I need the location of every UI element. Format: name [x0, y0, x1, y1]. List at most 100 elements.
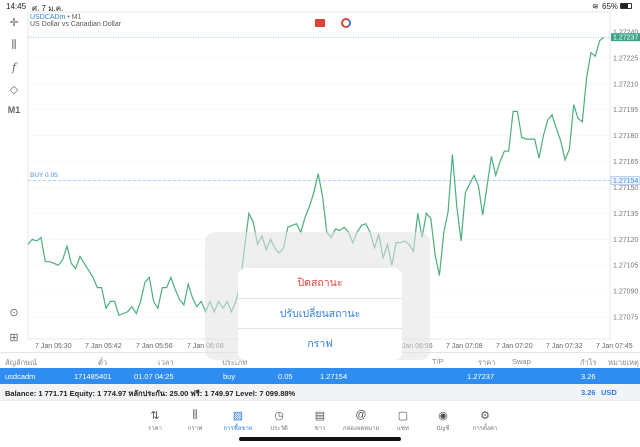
x-tick-label: 7 Jan 07:20	[496, 343, 533, 350]
col-tp: T/P	[432, 357, 444, 366]
order-price-label: 1.27154	[613, 178, 638, 185]
y-tick-label: 1.27195	[613, 107, 638, 114]
modify-position-button[interactable]: ปรับเปลี่ยนสถานะ	[238, 299, 402, 330]
depth-of-market-icon[interactable]	[341, 18, 351, 28]
total-profit: 3.26	[581, 388, 596, 397]
y-tick-label: 1.27210	[613, 81, 638, 88]
symbol: USDCADm	[30, 14, 66, 21]
tab-label: การตั้งค่า	[472, 426, 498, 432]
tab-account[interactable]: ◉ บัญชี	[423, 409, 463, 433]
col-symbol: สัญลักษณ์	[5, 358, 38, 367]
col-profit: กำไร	[580, 358, 597, 367]
balance-summary: Balance: 1 771.71 Equity: 1 774.97 หลักป…	[5, 389, 296, 398]
row-price: 1.27237	[467, 372, 495, 381]
tab-mailbox[interactable]: @ กล่องจดหมาย	[341, 409, 381, 433]
tab-quotes[interactable]: ⇅ ราคา	[135, 409, 175, 433]
y-tick-label: 1.27165	[613, 159, 638, 166]
battery-icon	[620, 3, 632, 9]
symbol-description: US Dollar vs Canadian Dollar	[30, 21, 122, 28]
close-position-button[interactable]: ปิดสถานะ	[238, 268, 402, 299]
status-time: 14:45	[6, 2, 27, 11]
tab-label: กราฟ	[187, 426, 203, 432]
y-tick-label: 1.27120	[613, 237, 638, 244]
balance-bar: Balance: 1 771.71 Equity: 1 774.97 หลักป…	[0, 384, 640, 400]
arrows-icon: ⇅	[150, 410, 160, 422]
bottom-tab-bar: ⇅ ราคา ⫼ กราฟ ▨ การซื้อขาย ◷ ประวัติ ▤ ข่าว @…	[0, 400, 640, 447]
x-tick-label: 7 Jan 07:08	[446, 343, 483, 350]
news-icon: ▤	[314, 410, 326, 422]
tab-news[interactable]: ▤ ข่าว	[300, 409, 340, 433]
current-price-tag	[611, 33, 640, 42]
position-row[interactable]: usdcadm 171485401 01.07 04:25 buy 0.05 1…	[0, 368, 640, 384]
history-icon: ◷	[274, 410, 284, 422]
row-ticket: 171485401	[74, 372, 112, 381]
current-price-label: 1.27237	[613, 35, 638, 42]
col-time: เวลา	[158, 358, 174, 367]
row-volume: 0.05	[278, 372, 293, 381]
indicators-icon[interactable]: f	[11, 61, 17, 74]
position-action-menu: ปิดสถานะ ปรับเปลี่ยนสถานะ กราฟ	[238, 268, 402, 360]
mail-icon: @	[355, 409, 367, 421]
chart-button[interactable]: กราฟ	[307, 338, 333, 351]
tab-label: แชท	[397, 426, 409, 432]
x-tick-label: 7 Jan 07:32	[546, 343, 583, 350]
y-tick-label: 1.27105	[613, 263, 638, 270]
battery-level: 65%	[602, 2, 619, 11]
y-tick-label: 1.27240	[613, 30, 638, 37]
order-price-tag	[610, 176, 640, 185]
row-symbol: usdcadm	[5, 372, 36, 381]
trade-chart-icon: ▨	[232, 410, 244, 422]
col-price: ราคา	[478, 358, 496, 367]
chart-type-icon[interactable]: ⫼	[11, 39, 17, 51]
chat-icon: ▢	[397, 410, 409, 422]
y-tick-label: 1.27150	[613, 185, 638, 192]
row-open-price: 1.27154	[320, 372, 348, 381]
zoom-chart-icon[interactable]: ⊙	[9, 307, 19, 319]
crosshair-icon[interactable]: ✛	[9, 17, 19, 29]
tab-history[interactable]: ◷ ประวัติ	[259, 409, 299, 433]
col-swap: Swap	[512, 357, 531, 366]
row-type: buy	[223, 372, 236, 381]
tab-label: การซื้อขาย	[223, 426, 253, 432]
tab-chart[interactable]: ⫼ กราฟ	[175, 409, 215, 433]
chart-toolbar: ✛ ⫼ f ◇ M1 ⊙ ⊞	[0, 12, 28, 347]
status-bar: 14:45 ศ. 7 ม.ค. ≋ 65%	[0, 0, 640, 13]
buy-order-label: BUY 0.05	[30, 172, 58, 179]
x-tick-label: 7 Jan 05:56	[136, 343, 173, 350]
home-indicator	[239, 437, 401, 441]
tab-chat[interactable]: ▢ แชท	[383, 409, 423, 433]
price-line	[27, 36, 605, 316]
row-time: 01.07 04:25	[134, 372, 174, 381]
tab-label: ราคา	[148, 426, 162, 432]
y-tick-label: 1.27075	[613, 314, 638, 321]
timeframe: M1	[71, 14, 82, 21]
candles-icon: ⫼	[192, 409, 198, 421]
tab-label: บัญชี	[436, 426, 450, 432]
x-tick-label: 7 Jan 07:45	[596, 343, 633, 350]
y-tick-label: 1.27135	[613, 211, 638, 218]
status-date: ศ. 7 ม.ค.	[32, 4, 64, 13]
tab-label: ประวัติ	[270, 426, 288, 432]
x-tick-label: 7 Jan 05:42	[85, 343, 122, 350]
settings-icon: ⚙	[480, 410, 490, 422]
y-tick-label: 1.27180	[613, 133, 638, 140]
y-tick-label: 1.27090	[613, 289, 638, 296]
price-chart[interactable]: 1.27240 1.27225 1.27210 1.27195 1.27180 1.271…	[0, 0, 640, 352]
objects-icon[interactable]: ◇	[9, 84, 19, 96]
wifi-icon: ≋	[592, 2, 599, 11]
tab-label: กล่องจดหมาย	[342, 426, 380, 432]
x-tick-label: 7 Jan 05:30	[35, 343, 72, 350]
row-profit: 3.26	[581, 372, 596, 381]
col-type: ประเภท	[222, 358, 248, 367]
one-click-trading-icon[interactable]	[315, 19, 325, 27]
y-tick-label: 1.27225	[613, 55, 638, 62]
tab-label: ข่าว	[314, 426, 326, 432]
currency: USD	[601, 388, 617, 397]
account-icon: ◉	[438, 410, 448, 422]
col-comment: หมายเหตุ	[608, 358, 639, 367]
tab-trade[interactable]: ▨ การซื้อขาย	[218, 409, 258, 433]
timeframe-button[interactable]: M1	[7, 105, 21, 115]
tab-settings[interactable]: ⚙ การตั้งค่า	[465, 409, 505, 433]
new-order-icon[interactable]: ⊞	[9, 332, 19, 344]
chart-title: USDCADm • M1 US Dollar vs Canadian Dolla…	[30, 14, 122, 28]
